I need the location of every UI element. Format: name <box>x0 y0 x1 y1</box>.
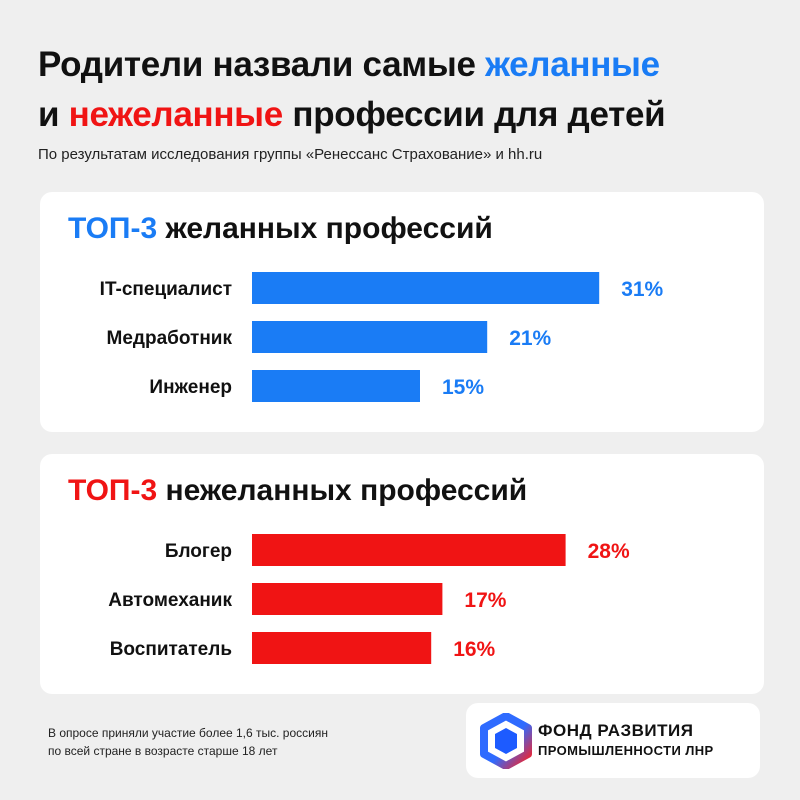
headline-accent-undesired: нежеланные <box>68 95 284 134</box>
undesired-card-title: ТОП-3 нежеланных профессий <box>68 474 527 508</box>
headline-line-1: Родители назвали самые желанные <box>38 40 778 90</box>
value-label: 15% <box>442 376 484 399</box>
headline: Родители назвали самые желанные и нежела… <box>38 40 778 140</box>
undesired-professions-card: ТОП-3 нежеланных профессий Блогер 28% Авто… <box>40 454 764 694</box>
subtitle: По результатам исследования группы «Рене… <box>38 146 543 163</box>
category-label: Инженер <box>149 377 232 398</box>
hexagon-logo-icon <box>480 713 532 769</box>
undesired-professions-chart: Блогер 28% Автомеханик 17% Воспитатель 16% <box>108 534 630 664</box>
bar <box>252 370 420 402</box>
headline-accent-desired: желанные <box>485 45 660 84</box>
category-label: Медработник <box>107 328 233 349</box>
desired-title-accent: ТОП-3 <box>68 212 158 245</box>
value-label: 17% <box>464 589 506 612</box>
footnote-line-2: по всей стране в возрасте старше 18 лет <box>48 744 278 758</box>
desired-professions-chart: IT-специалист 31% Медработник 21% Инженер 15% <box>100 272 664 402</box>
desired-professions-card: ТОП-3 желанных профессий IT-специалист 31… <box>40 192 764 432</box>
category-label: Автомеханик <box>108 590 232 611</box>
fund-logo: ФОНД РАЗВИТИЯ ПРОМЫШЛЕННОСТИ ЛНР <box>466 703 760 778</box>
footnote: В опросе приняли участие более 1,6 тыс. … <box>48 724 328 760</box>
bar <box>252 534 566 566</box>
bar <box>252 583 443 615</box>
undesired-title-accent: ТОП-3 <box>68 474 158 507</box>
bar <box>252 632 432 664</box>
headline-text: и <box>38 95 69 134</box>
logo-line-2: ПРОМЫШЛЕННОСТИ ЛНР <box>538 743 714 758</box>
desired-card-title: ТОП-3 желанных профессий <box>68 212 493 246</box>
desired-title-text: желанных профессий <box>157 212 493 245</box>
value-label: 21% <box>509 327 551 350</box>
headline-text: Родители назвали самые <box>38 45 486 84</box>
headline-text: профессии для детей <box>282 95 666 134</box>
value-label: 31% <box>621 278 663 301</box>
value-label: 28% <box>588 540 630 563</box>
category-label: Блогер <box>165 541 232 562</box>
logo-text: ФОНД РАЗВИТИЯ ПРОМЫШЛЕННОСТИ ЛНР <box>538 721 714 761</box>
category-label: IT-специалист <box>100 279 232 300</box>
undesired-title-text: нежеланных профессий <box>157 474 528 507</box>
footnote-line-1: В опросе приняли участие более 1,6 тыс. … <box>48 726 328 740</box>
value-label: 16% <box>453 638 495 661</box>
bar <box>252 321 488 353</box>
bar <box>252 272 600 304</box>
category-label: Воспитатель <box>110 639 232 660</box>
logo-line-1: ФОНД РАЗВИТИЯ <box>538 721 694 740</box>
headline-line-2: и нежеланные профессии для детей <box>38 90 778 140</box>
